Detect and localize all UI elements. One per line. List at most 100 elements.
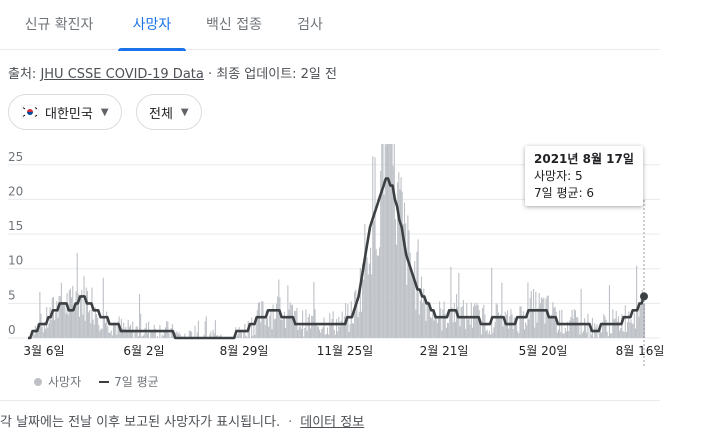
deaths-bar xyxy=(288,309,290,338)
deaths-bar xyxy=(32,329,34,338)
deaths-bar xyxy=(553,307,555,338)
deaths-bar xyxy=(445,327,447,338)
deaths-bar xyxy=(454,322,456,338)
deaths-bar xyxy=(251,317,253,338)
deaths-bar xyxy=(372,156,374,338)
deaths-bar xyxy=(63,303,65,338)
deaths-bar xyxy=(146,333,148,338)
deaths-bar xyxy=(109,332,111,338)
deaths-bar xyxy=(260,322,262,338)
footer-text: 각 날짜에는 전날 이후 보고된 사망자가 표시됩니다. xyxy=(0,415,281,430)
deaths-bar xyxy=(501,282,503,338)
deaths-bar xyxy=(598,329,600,338)
source-link[interactable]: JHU CSSE COVID-19 Data xyxy=(40,67,204,82)
x-tick-label: 6월 2일 xyxy=(123,344,164,358)
tab-new-cases[interactable]: 신규 확진자 xyxy=(24,17,94,33)
deaths-bar xyxy=(367,274,369,338)
deaths-bar xyxy=(189,330,192,338)
deaths-bar xyxy=(162,335,164,338)
chart-tooltip: 2021년 8월 17일 사망자: 5 7일 평균: 6 xyxy=(525,146,643,206)
south-korea-flag-icon xyxy=(21,105,39,119)
deaths-bar xyxy=(117,321,119,338)
deaths-bar xyxy=(322,327,324,338)
deaths-bar xyxy=(112,324,115,338)
deaths-bar xyxy=(152,331,154,338)
deaths-bar xyxy=(459,326,461,338)
deaths-bar xyxy=(434,315,436,338)
deaths-bar xyxy=(373,220,375,338)
deaths-bar xyxy=(516,319,518,338)
y-tick-label: 0 xyxy=(8,323,16,337)
deaths-bar xyxy=(290,305,292,338)
x-tick-label: 11월 25일 xyxy=(317,344,373,358)
deaths-bar xyxy=(476,302,478,338)
legend-deaths-label: 사망자 xyxy=(48,375,82,389)
deaths-bar xyxy=(613,319,615,338)
deaths-bar xyxy=(354,291,356,338)
deaths-bar xyxy=(74,308,76,338)
deaths-bar xyxy=(178,332,180,338)
deaths-bar xyxy=(212,329,214,338)
deaths-bar xyxy=(252,335,254,338)
deaths-bar xyxy=(264,325,266,338)
deaths-chart[interactable]: 0 5 10 15 20 25 3월 6일 6월 2일 8월 29일 11월 25일 2월 21일… xyxy=(0,140,670,370)
deaths-bar xyxy=(300,328,302,338)
deaths-bar xyxy=(630,319,632,338)
x-tick-label: 5월 20일 xyxy=(519,344,568,358)
deaths-bar xyxy=(628,311,630,338)
deaths-bar xyxy=(623,331,625,338)
deaths-bar xyxy=(426,301,428,338)
deaths-bar xyxy=(474,303,476,338)
data-info-link[interactable]: 데이터 정보 xyxy=(300,415,365,430)
deaths-bar xyxy=(611,333,613,338)
deaths-bar xyxy=(465,329,467,338)
deaths-bar xyxy=(533,288,535,338)
deaths-bar xyxy=(371,274,373,338)
deaths-bar xyxy=(220,334,222,338)
country-dropdown[interactable]: 대한민국 ▼ xyxy=(8,94,122,130)
deaths-bar xyxy=(394,219,396,338)
deaths-bar xyxy=(272,304,274,338)
tab-deaths[interactable]: 사망자 xyxy=(118,0,186,51)
y-tick-label: 15 xyxy=(8,219,23,233)
tab-vaccinations[interactable]: 백신 접종 xyxy=(206,17,262,33)
deaths-bar xyxy=(331,319,333,338)
deaths-bar xyxy=(590,334,592,338)
deaths-bar xyxy=(531,308,533,338)
deaths-bar xyxy=(485,331,487,338)
deaths-bar xyxy=(311,315,313,338)
deaths-bar xyxy=(495,303,497,338)
deaths-bar xyxy=(138,294,141,338)
deaths-bar xyxy=(262,301,264,338)
deaths-bar xyxy=(106,311,108,338)
deaths-bar xyxy=(581,333,583,338)
deaths-bar xyxy=(102,277,104,338)
deaths-bar xyxy=(517,331,519,338)
deaths-bar xyxy=(637,305,639,338)
deaths-bar xyxy=(298,326,300,338)
deaths-bar xyxy=(519,306,521,338)
deaths-bar xyxy=(358,311,360,338)
deaths-bar xyxy=(632,324,634,338)
deaths-bar xyxy=(271,329,273,338)
deaths-bar xyxy=(602,322,604,338)
deaths-bar xyxy=(213,333,215,338)
deaths-bar xyxy=(639,305,641,338)
legend-line-icon xyxy=(99,380,110,383)
deaths-bar xyxy=(78,316,81,338)
deaths-bar xyxy=(238,327,240,338)
deaths-bar xyxy=(400,177,402,338)
deaths-bar xyxy=(381,144,383,338)
deaths-bar xyxy=(446,322,449,338)
deaths-bar xyxy=(312,315,314,338)
deaths-bar xyxy=(179,334,181,338)
deaths-bar xyxy=(265,310,267,338)
deaths-bar xyxy=(468,316,470,338)
deaths-bar xyxy=(466,302,468,338)
region-dropdown[interactable]: 전체 ▼ xyxy=(136,94,202,130)
tab-tests[interactable]: 검사 xyxy=(297,17,323,33)
deaths-bar xyxy=(328,334,330,338)
deaths-bar xyxy=(86,290,88,338)
deaths-bar xyxy=(405,223,407,338)
deaths-bar xyxy=(585,323,587,338)
